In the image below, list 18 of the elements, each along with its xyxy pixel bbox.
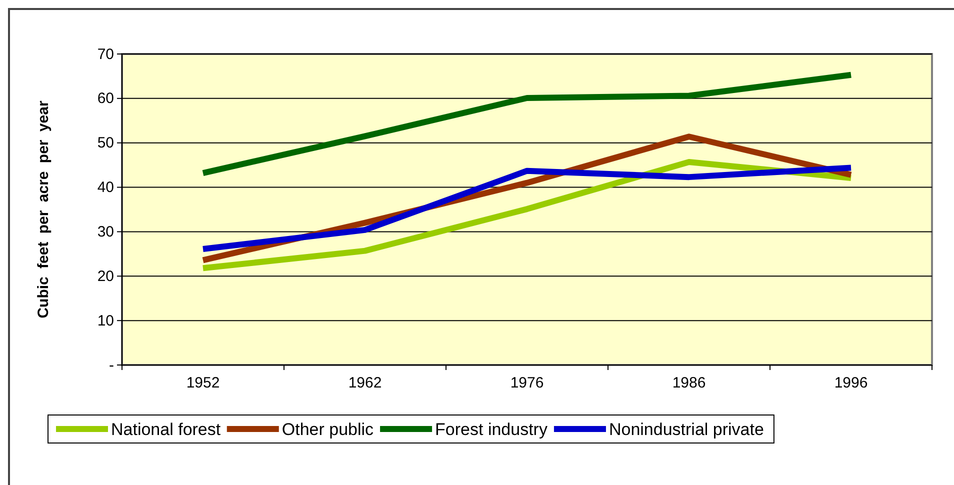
x-tick-label: 1976 (510, 374, 544, 392)
y-tick-label: 50 (97, 134, 114, 152)
y-tick-label: 30 (97, 224, 114, 241)
legend-label: National forest (111, 420, 221, 439)
x-tick-label: 1986 (672, 374, 706, 392)
legend-label: Other public (282, 420, 374, 439)
x-tick-label: 1962 (348, 374, 382, 392)
y-axis-title: Cubic feet per acre per year (35, 100, 52, 318)
y-tick-label: 20 (97, 268, 114, 285)
y-tick-label: - (109, 356, 114, 374)
x-tick-label: 1996 (834, 374, 868, 392)
y-tick-label: 60 (97, 90, 114, 108)
y-tick-label: 10 (97, 312, 114, 330)
legend-label: Forest industry (435, 420, 548, 439)
y-tick-label: 70 (97, 46, 114, 63)
legend-label: Nonindustrial private (608, 420, 764, 439)
x-tick-label: 1952 (186, 374, 220, 392)
y-tick-label: 40 (97, 179, 114, 196)
